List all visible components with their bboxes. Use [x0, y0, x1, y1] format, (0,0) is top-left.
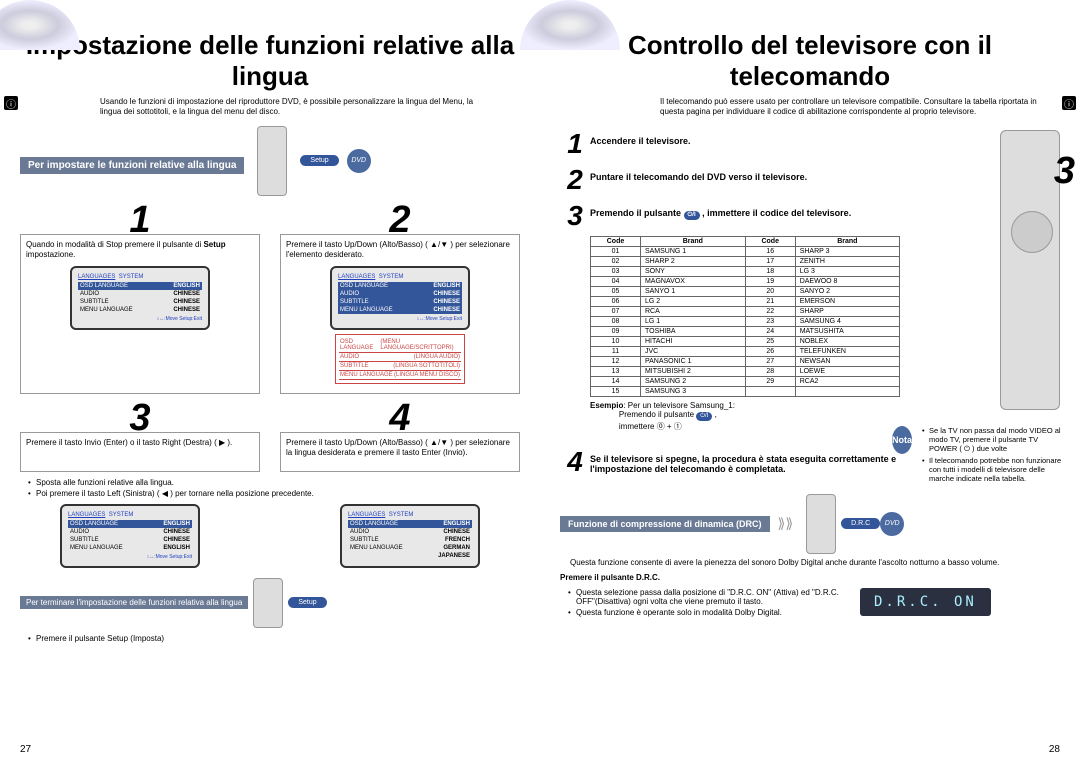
dvd-badge: DVD [880, 512, 904, 536]
osd-screen: LANGUAGES SYSTEM OSD LANGUAGEENGLISH AUD… [70, 266, 210, 330]
mid-bullets: Sposta alle funzioni relative alla lingu… [20, 478, 520, 498]
drc-label: D.R.C [841, 518, 880, 529]
step-text: Premere il tasto Up/Down (Alto/Basso) ( … [286, 438, 514, 459]
step-2: 2 Premere il tasto Up/Down (Alto/Basso) … [280, 234, 520, 394]
step-num: 1 [21, 199, 259, 242]
cd-graphic [0, 0, 80, 50]
page-left: Impostazione delle funzioni relative all… [0, 0, 540, 763]
setup-label: Setup [288, 597, 326, 608]
bullet: Premere il pulsante Setup (Imposta) [28, 634, 520, 643]
remote-icon [257, 126, 287, 196]
drc-desc: Questa funzione consente di avere la pie… [570, 558, 1060, 567]
nota-badge: Nota [892, 426, 912, 454]
arrows-icon: ⟫⟫ [778, 515, 794, 532]
numbered-steps: 1Accendere il televisore. 2Puntare il te… [560, 128, 1060, 232]
bullet: Sposta alle funzioni relative alla lingu… [28, 478, 520, 487]
title-left: Impostazione delle funzioni relative all… [20, 30, 520, 92]
page-number: 28 [1049, 744, 1060, 755]
drc-bullet: Questa funzione è operante solo in modal… [568, 608, 850, 617]
step-text: Premere il tasto Up/Down (Alto/Basso) ( … [286, 240, 514, 261]
page-right: Controllo del televisore con il telecoma… [540, 0, 1080, 763]
step-1: 1 Quando in modalità di Stop premere il … [20, 234, 260, 394]
intro-left: Usando le funzioni di impostazione del r… [100, 97, 490, 118]
osd-screen: LANGUAGES SYSTEM OSD LANGUAGEENGLISH AUD… [330, 266, 470, 330]
drc-bullet: Questa selezione passa dalla posizione d… [568, 588, 850, 606]
osd-screen: LANGUAGES SYSTEM OSD LANGUAGEENGLISH AUD… [340, 504, 480, 568]
nota-item: Il telecomando potrebbe non funzionare c… [922, 456, 1062, 483]
page-number: 27 [20, 744, 31, 755]
remote-icon [253, 578, 283, 628]
title-right: Controllo del televisore con il telecoma… [560, 30, 1060, 92]
osd-screen: LANGUAGES SYSTEM OSD LANGUAGEENGLISH AUD… [60, 504, 200, 568]
terminate-bar: Per terminare l'impostazione delle funzi… [20, 596, 248, 610]
drc-section: Funzione di compressione di dinamica (DR… [560, 494, 1060, 554]
drc-display: D.R.C. ON [860, 588, 991, 616]
tv-button-icon: ⏻/I [684, 211, 700, 220]
bullet: Poi premere il tasto Left (Sinistra) ( ◀… [28, 489, 520, 498]
section-bar: Per impostare le funzioni relative alla … [20, 157, 244, 174]
step-num: 2 [281, 199, 519, 242]
intro-right: Il telecomando può essere usato per cont… [660, 97, 1050, 118]
remote-icon [806, 494, 836, 554]
step-num: 3 [21, 397, 259, 440]
dvd-badge: DVD [347, 149, 371, 173]
tv-codes-table: CodeBrandCodeBrand 01SAMSUNG 116SHARP 30… [590, 236, 900, 397]
setup-label: Setup [300, 155, 338, 166]
step-text: Quando in modalità di Stop premere il pu… [26, 240, 254, 261]
step-num: 4 [281, 397, 519, 440]
info-legend: OSD LANGUAGE(MENU LANGUAGE/SCRITTOPRI) A… [335, 334, 465, 384]
remote-large [1000, 130, 1060, 410]
step-3: 3 Premere il tasto Invio (Enter) o il ta… [20, 432, 260, 472]
drc-head: Premere il pulsante D.R.C. [560, 573, 1060, 582]
step-4: 4 Premere il tasto Up/Down (Alto/Basso) … [280, 432, 520, 472]
nota-item: Se la TV non passa dal modo VIDEO al mod… [922, 426, 1062, 454]
nota-box: Nota Se la TV non passa dal modo VIDEO a… [892, 426, 1062, 485]
big-num-3: 3 [1054, 150, 1075, 193]
